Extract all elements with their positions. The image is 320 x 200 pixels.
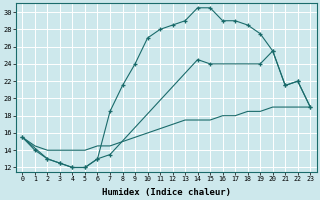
X-axis label: Humidex (Indice chaleur): Humidex (Indice chaleur) [102, 188, 231, 197]
